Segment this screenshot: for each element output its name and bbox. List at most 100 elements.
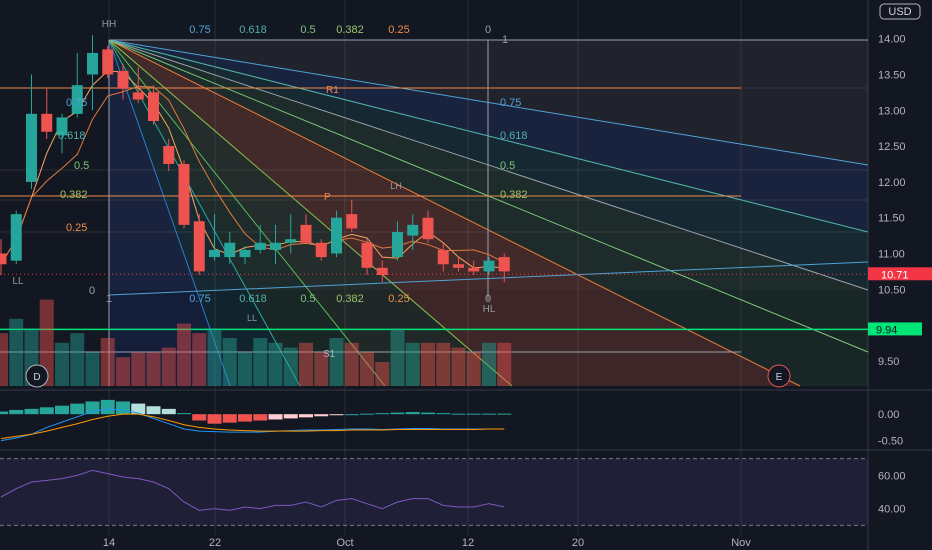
momentum-bar	[55, 405, 69, 415]
candle-body	[453, 264, 464, 268]
candle-body	[468, 267, 480, 272]
momentum-bar	[299, 414, 313, 418]
time-tick-label: Oct	[336, 537, 353, 549]
pivot-label-r1: R1	[326, 85, 339, 96]
ma-fast	[0, 70, 505, 269]
volume-bar	[344, 342, 359, 386]
earnings-marker[interactable]	[767, 364, 791, 388]
volume-bar	[238, 352, 252, 386]
rsi-pane	[0, 458, 868, 526]
momentum-bar	[161, 408, 176, 415]
price-tick-label: 9.50	[878, 356, 899, 368]
volume-bar	[116, 357, 130, 386]
volume-bar	[482, 342, 496, 386]
last-price-tag	[868, 267, 932, 281]
price-tick-label: 12.50	[878, 141, 906, 153]
candle-body	[117, 70, 129, 89]
volume-bar	[100, 338, 115, 386]
momentum-bar	[85, 401, 100, 415]
currency-badge-label: USD	[888, 6, 911, 18]
fan-label-top: 0.382	[336, 24, 364, 36]
time-tick-label: 20	[572, 537, 584, 549]
price-tick-label: 11.00	[878, 249, 905, 261]
volume-bar	[299, 342, 313, 386]
volume-bar	[161, 347, 176, 386]
momentum-bar	[375, 413, 390, 415]
fan-label-left: 0.618	[58, 130, 86, 142]
volume-bar	[314, 352, 329, 386]
candle-body	[178, 163, 190, 225]
momentum-pane	[0, 399, 512, 442]
time-tick-label: 22	[209, 537, 221, 549]
momentum-tick-label: -0.50	[878, 436, 903, 448]
volume-bar	[70, 333, 85, 386]
dividend-marker-label: D	[33, 372, 40, 383]
volume-bar	[466, 352, 481, 386]
volume-bar	[451, 347, 466, 386]
momentum-line-a	[0, 408, 505, 442]
candle-body	[0, 253, 7, 265]
pivot-lines	[0, 87, 868, 353]
volume-bar	[405, 342, 420, 386]
momentum-bar	[421, 412, 435, 415]
dividend-marker[interactable]	[25, 364, 49, 388]
fan-label-left: 0.25	[66, 222, 87, 234]
volume-bar	[146, 352, 161, 386]
volume-bar	[421, 342, 435, 386]
momentum-bar	[100, 399, 115, 415]
candle-body	[437, 249, 449, 265]
fan-label-right: 0.382	[500, 189, 528, 201]
momentum-bar	[70, 403, 85, 415]
momentum-bar	[344, 414, 359, 416]
momentum-bar	[253, 414, 268, 421]
fan-label-bottom: 0.25	[388, 293, 409, 305]
rsi-tick-label: 40.00	[878, 504, 906, 516]
candle-body	[270, 242, 281, 250]
swing-label-ll: LL	[247, 313, 257, 323]
candle-body	[41, 113, 53, 132]
pivot-label-p: P	[324, 192, 331, 203]
candle-body	[483, 260, 495, 272]
candle-body	[224, 242, 236, 258]
rsi-tick-label: 60.00	[878, 470, 906, 482]
axes: 14.0013.5013.0012.5012.0011.5011.0010.50…	[103, 34, 906, 549]
fan-label-bottom: 0.618	[239, 293, 267, 305]
candle-body	[315, 242, 327, 258]
last-price-label: 10.71	[881, 269, 909, 281]
momentum-bar	[222, 414, 237, 423]
candle-body	[87, 52, 98, 75]
candle-body	[132, 92, 144, 100]
candle-body	[361, 242, 373, 268]
momentum-bar	[131, 403, 146, 415]
price-tick-label: 10.50	[878, 284, 906, 296]
swing-label-hh: HH	[102, 19, 116, 30]
currency-badge[interactable]	[879, 3, 921, 20]
momentum-bar	[116, 401, 130, 415]
fan-base-line	[108, 261, 869, 296]
volume-bar	[497, 342, 512, 386]
volume-bars	[0, 299, 512, 386]
fan-label-right: 0.5	[500, 160, 515, 172]
rsi-band	[0, 458, 868, 526]
momentum-bar	[314, 414, 329, 417]
candle-body	[193, 221, 205, 272]
volume-bar	[390, 328, 405, 386]
momentum-bar	[207, 414, 222, 424]
fan-label-bottom: 1	[106, 293, 112, 305]
earnings-marker-label: E	[776, 372, 783, 383]
volume-bar	[329, 338, 344, 386]
price-tick-label: 13.50	[878, 69, 906, 81]
ma-slow	[0, 85, 505, 265]
fan-line	[108, 39, 231, 387]
fan-label-bottom: 0	[485, 293, 491, 305]
fan-label-top: 1	[502, 34, 508, 46]
fan-line	[108, 39, 513, 387]
volume-bar	[85, 352, 100, 386]
momentum-bar	[24, 408, 39, 415]
fan-line	[108, 39, 801, 387]
volume-bar	[192, 333, 207, 386]
momentum-bar	[497, 413, 512, 415]
volume-bar	[39, 299, 54, 386]
fan-label-top: 0.75	[189, 24, 210, 36]
